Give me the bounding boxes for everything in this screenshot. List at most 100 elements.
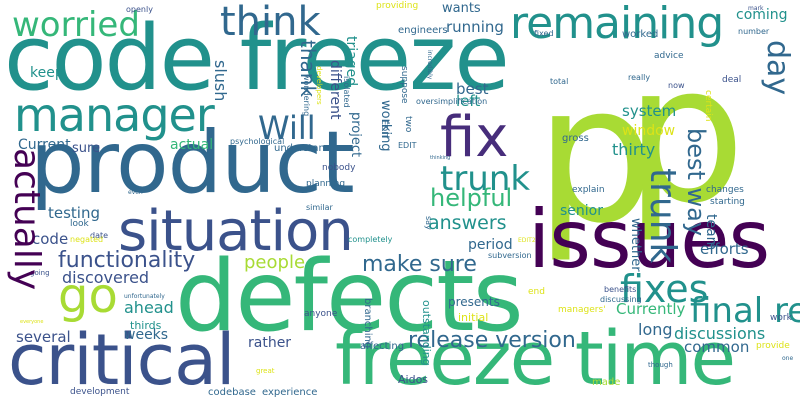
word-make-sure: make sure bbox=[362, 252, 477, 277]
word-actual: actual bbox=[170, 137, 214, 153]
word-outstanding: outstanding bbox=[420, 300, 433, 366]
word-discussing: discussing bbox=[600, 295, 642, 304]
word-negated: negated bbox=[70, 235, 104, 244]
word-changes: changes bbox=[706, 185, 744, 195]
word-anyone: anyone bbox=[304, 309, 338, 319]
word-aidos: Aidos bbox=[398, 373, 429, 386]
word-provide: provide bbox=[756, 341, 790, 351]
word-trunk: trunk bbox=[440, 159, 531, 199]
word-left: left bbox=[456, 92, 481, 110]
word-defects: defects bbox=[175, 240, 524, 354]
word-deal: deal bbox=[722, 75, 742, 85]
word-window: window bbox=[622, 123, 676, 139]
word-currently: Currently bbox=[616, 300, 686, 318]
word-discussions: discussions bbox=[674, 324, 766, 343]
word-experience: experience bbox=[262, 387, 318, 398]
word-product: product bbox=[30, 113, 355, 213]
word-suppose: suppose bbox=[399, 66, 409, 104]
word-day: trunk bbox=[642, 168, 683, 264]
word-subversion: subversion bbox=[488, 251, 532, 260]
word-testing: testing bbox=[48, 204, 101, 222]
word-fixes: fixes bbox=[620, 267, 709, 311]
word-final-release: day bbox=[760, 40, 795, 96]
word-engineers: engineers bbox=[398, 25, 448, 36]
word-completely: completely bbox=[348, 235, 393, 244]
word-will: Will bbox=[258, 109, 316, 147]
word-current: Current bbox=[18, 137, 71, 153]
word-say: isolated bbox=[342, 76, 351, 108]
word-keep: keep bbox=[30, 65, 64, 81]
word-common: common bbox=[684, 338, 750, 356]
word-developers: wondering bbox=[302, 74, 311, 117]
word-discovered: discovered bbox=[62, 268, 150, 287]
word-oversimplification: thinking bbox=[430, 155, 451, 161]
word-release-version: release version bbox=[408, 328, 576, 353]
word-isolated: developers bbox=[315, 66, 323, 105]
word-running: running bbox=[446, 18, 504, 36]
word-mark: mark bbox=[748, 5, 764, 12]
word-openly: openly bbox=[126, 5, 153, 14]
word-certain: certain bbox=[703, 90, 713, 122]
word-made: made bbox=[592, 377, 621, 388]
word-ahead: ahead bbox=[124, 298, 174, 317]
word-weeks: weeks bbox=[124, 327, 169, 343]
word-critical: critical bbox=[8, 319, 235, 400]
word-unfortunately: unfortunately bbox=[124, 293, 165, 300]
word-initial: initial bbox=[458, 311, 489, 324]
word-understand: understand bbox=[274, 143, 332, 154]
word-number: number bbox=[738, 27, 770, 36]
word-incredibly: incredibly bbox=[426, 50, 433, 80]
word-code-small: code bbox=[32, 230, 69, 248]
word-date: date bbox=[90, 231, 109, 240]
word-answers: answers bbox=[428, 212, 507, 234]
word-whether: whether bbox=[628, 218, 643, 272]
word-affecting: affecting bbox=[360, 341, 405, 352]
word-presents: presents bbox=[448, 295, 500, 309]
word-planning: planning bbox=[306, 179, 346, 189]
word-situation: situation bbox=[118, 199, 354, 264]
word-gross: gross bbox=[562, 133, 589, 144]
word-wants: wants bbox=[442, 1, 481, 16]
word-now: now bbox=[668, 81, 685, 90]
word-period: period bbox=[468, 237, 513, 253]
word-thirds: thirds bbox=[130, 319, 162, 332]
word-end: end bbox=[528, 287, 545, 297]
word-several: several bbox=[16, 328, 71, 346]
word-go: go bbox=[58, 268, 118, 324]
word-edit: EDIT bbox=[380, 120, 389, 139]
word-fix: fix bbox=[440, 105, 509, 170]
word-even: even bbox=[128, 189, 143, 196]
word-fixed: fixed bbox=[534, 29, 554, 38]
word-psychological: oversimplification bbox=[416, 97, 488, 106]
word-providing: providing bbox=[376, 1, 419, 11]
word-code-freeze: code freeze bbox=[4, 6, 510, 111]
word-different: different bbox=[327, 60, 343, 120]
word-total: total bbox=[550, 77, 569, 86]
word-really: really bbox=[628, 73, 651, 82]
word-remaining: remaining bbox=[510, 0, 724, 49]
word-development: development bbox=[70, 387, 130, 397]
word-though: though bbox=[648, 361, 673, 369]
word-going: going bbox=[30, 269, 50, 277]
word-freeze-time: freeze time bbox=[335, 316, 736, 400]
word-two: two bbox=[403, 116, 413, 133]
word-worked: worked bbox=[622, 29, 659, 40]
word-p-2: p bbox=[625, 24, 746, 245]
word-seem: final release bbox=[690, 291, 800, 331]
word-rather: rather bbox=[248, 335, 292, 351]
word-thirty: thirty bbox=[612, 140, 656, 159]
word-nobody: nobody bbox=[322, 163, 356, 173]
word-coming: coming bbox=[736, 7, 788, 23]
word-system: system bbox=[622, 102, 677, 120]
word-long: long bbox=[638, 320, 673, 339]
word-helpful: helpful bbox=[430, 184, 513, 212]
word-functionality: functionality bbox=[58, 248, 196, 273]
word-look: look bbox=[70, 219, 89, 229]
word-advice: advice bbox=[654, 51, 684, 61]
word-explain: explain bbox=[572, 185, 605, 195]
word-p-1: p bbox=[535, 44, 656, 265]
word-work: work bbox=[770, 313, 792, 323]
word-starting: starting bbox=[710, 197, 745, 207]
word-sure: sure bbox=[72, 141, 101, 156]
